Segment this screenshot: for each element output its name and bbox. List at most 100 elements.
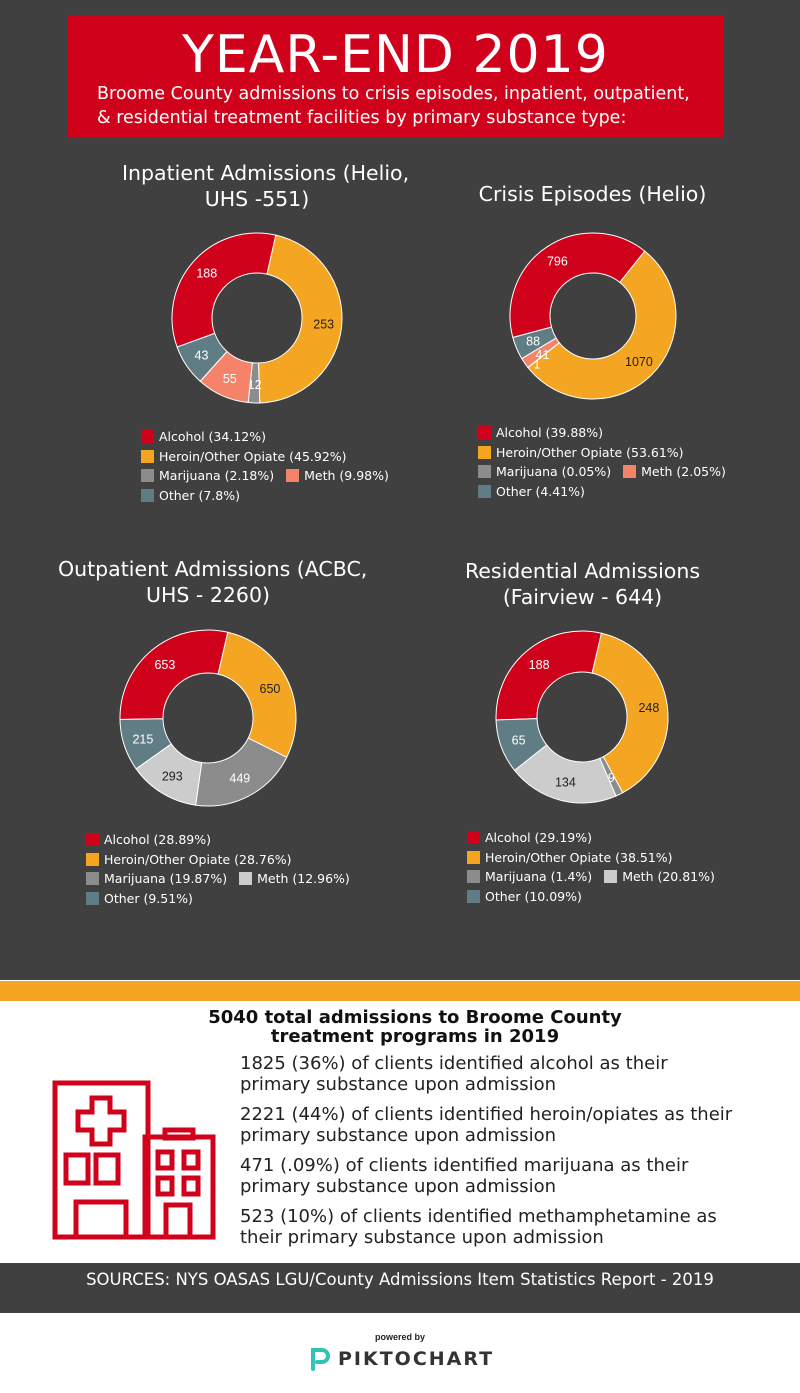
marijuana-swatch (478, 465, 491, 478)
legend-item-alcohol: Alcohol (28.89%) (86, 830, 211, 850)
subtitle-line-1: Broome County admissions to crisis episo… (97, 84, 690, 104)
outpatient-chart-title: Outpatient Admissions (ACBC, UHS - 2260) (58, 556, 368, 608)
page-title: YEAR-END 2019 (182, 25, 609, 85)
alcohol-swatch (141, 430, 154, 443)
slice-label-marijuana: 9 (608, 771, 615, 785)
stat-line: primary substance upon admission (240, 1125, 557, 1146)
piktochart-logo[interactable]: PIKTOCHART (310, 1346, 494, 1372)
slice-label-alcohol: 188 (529, 658, 550, 672)
slice-opiate (257, 234, 343, 404)
legend-item-alcohol: Alcohol (39.88%) (478, 423, 603, 443)
sources-text: SOURCES: NYS OASAS LGU/County Admissions… (86, 1270, 714, 1289)
outpatient-legend: Alcohol (28.89%) Heroin/Other Opiate (28… (86, 830, 362, 908)
stat-line: 471 (.09%) of clients identified marijua… (240, 1155, 689, 1176)
legend-label: Alcohol (39.88%) (496, 425, 603, 440)
other-swatch (478, 484, 491, 498)
stat-line: their primary substance upon admission (240, 1227, 604, 1248)
opiate-swatch (467, 850, 480, 864)
residential-chart-title: Residential Admissions (Fairview - 644) (450, 558, 715, 610)
legend-label: Other (10.09%) (485, 888, 582, 904)
opiate-swatch (141, 449, 154, 463)
stat-marijuana: 471 (.09%) of clients identified marijua… (240, 1155, 785, 1197)
legend-item-alcohol: Alcohol (29.19%) (467, 828, 592, 848)
piktochart-icon (311, 1348, 330, 1371)
subtitle-line-2: & residential treatment facilities by pr… (97, 108, 627, 128)
divider-bar (0, 981, 800, 1001)
slice-opiate (217, 631, 297, 759)
slice-label-meth: 55 (223, 372, 237, 386)
stat-alcohol: 1825 (36%) of clients identified alcohol… (240, 1053, 785, 1095)
inpatient-title-line-2: UHS -551) (204, 187, 310, 211)
legend-item-opiate: Heroin/Other Opiate (53.61%) (478, 443, 684, 463)
summary-title: 5040 total admissions to Broome County t… (150, 1008, 680, 1046)
slice-other (512, 326, 557, 360)
slice-label-meth: 134 (555, 775, 576, 789)
stat-line: 2221 (44%) of clients identified heroin/… (240, 1104, 733, 1125)
crisis-chart-title: Crisis Episodes (Helio) (460, 181, 725, 207)
meth-swatch (604, 870, 618, 883)
marijuana-swatch (141, 469, 154, 482)
legend-item-meth: Meth (2.05%) (623, 462, 726, 482)
legend-label: Marijuana (2.18%) (159, 468, 275, 483)
legend-label: Other (4.41%) (496, 483, 585, 499)
legend-item-opiate: Heroin/Other Opiate (28.76%) (86, 850, 292, 870)
residential-donut-chart: 188 248 9 134 65 (495, 630, 669, 804)
slice-label-opiate: 650 (260, 682, 281, 696)
slice-other (176, 332, 228, 382)
slice-other (495, 718, 548, 772)
slice-alcohol (509, 232, 646, 339)
legend-label: Marijuana (0.05%) (496, 464, 612, 479)
legend-item-opiate: Heroin/Other Opiate (45.92%) (141, 447, 347, 467)
slice-label-marijuana: 12 (248, 378, 262, 392)
meth-swatch (623, 465, 637, 478)
meth-swatch (239, 872, 253, 885)
slice-label-alcohol: 188 (196, 267, 217, 281)
slice-alcohol (495, 630, 603, 721)
other-swatch (86, 891, 99, 905)
legend-label: Alcohol (34.12%) (159, 429, 266, 444)
legend-item-marijuana: Marijuana (1.4%) (467, 867, 592, 887)
residential-title-line-1: Residential Admissions (464, 559, 701, 583)
legend-label: Alcohol (29.19%) (485, 830, 592, 845)
residential-title-line-2: (Fairview - 644) (502, 585, 663, 609)
stat-line: 523 (10%) of clients identified methamph… (240, 1206, 717, 1227)
meth-swatch (286, 469, 300, 482)
legend-item-meth: Meth (20.81%) (604, 867, 715, 887)
legend-label: Marijuana (1.4%) (485, 869, 593, 884)
crisis-legend: Alcohol (39.88%) Heroin/Other Opiate (53… (478, 423, 738, 501)
legend-item-meth: Meth (9.98%) (286, 466, 389, 486)
legend-item-opiate: Heroin/Other Opiate (38.51%) (467, 848, 673, 868)
legend-item-alcohol: Alcohol (34.12%) (141, 427, 266, 447)
slice-alcohol (171, 232, 277, 348)
powered-by-label: powered by (374, 1332, 425, 1342)
dark-background (0, 0, 800, 980)
outpatient-title-line-1: Outpatient Admissions (ACBC, (58, 557, 368, 581)
slice-label-alcohol: 653 (154, 658, 175, 672)
outpatient-donut-chart: 653 650 449 293 215 (119, 629, 297, 807)
marijuana-swatch (467, 870, 480, 883)
slice-opiate (591, 632, 669, 794)
legend-label: Meth (12.96%) (257, 871, 350, 886)
slice-label-other: 215 (132, 732, 153, 746)
summary-title-line-2: treatment programs in 2019 (270, 1026, 560, 1047)
legend-item-other: Other (9.51%) (86, 889, 193, 909)
slice-label-other: 65 (512, 733, 526, 747)
stat-methamphetamine: 523 (10%) of clients identified methamph… (240, 1206, 785, 1248)
legend-label: Meth (9.98%) (304, 468, 389, 483)
legend-item-meth: Meth (12.96%) (239, 869, 350, 889)
outpatient-title-line-2: UHS - 2260) (145, 583, 271, 607)
legend-item-other: Other (4.41%) (478, 482, 585, 502)
legend-item-marijuana: Marijuana (19.87%) (86, 869, 227, 889)
piktochart-wordmark: PIKTOCHART (338, 1348, 495, 1370)
legend-label: Other (9.51%) (104, 890, 193, 906)
inpatient-title-line-1: Inpatient Admissions (Helio, (122, 161, 410, 185)
legend-label: Heroin/Other Opiate (45.92%) (159, 448, 347, 464)
other-swatch (467, 889, 480, 903)
marijuana-swatch (86, 872, 99, 885)
slice-other (119, 718, 172, 770)
legend-label: Meth (20.81%) (622, 869, 715, 884)
opiate-swatch (86, 852, 99, 866)
page-subtitle: Broome County admissions to crisis episo… (97, 82, 714, 130)
crisis-title-line-1: Crisis Episodes (Helio) (478, 182, 707, 206)
